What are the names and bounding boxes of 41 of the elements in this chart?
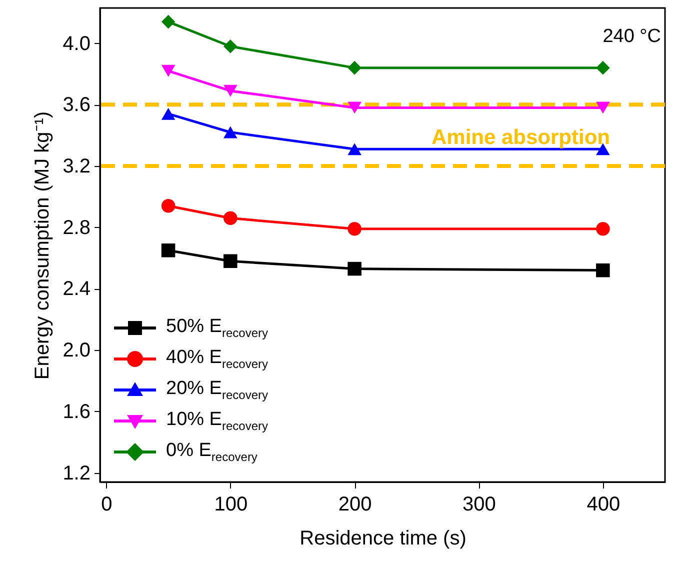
x-tick-label: 400	[586, 494, 620, 516]
point	[161, 243, 176, 258]
legend-label: 20% E$_{recovery}$	[166, 378, 268, 402]
point	[223, 211, 238, 226]
point	[596, 102, 610, 114]
point	[223, 254, 238, 268]
point	[348, 102, 362, 114]
point	[348, 262, 362, 276]
point	[223, 39, 238, 54]
y-axis-title: Energy consumption (MJ kg⁻¹)	[32, 111, 54, 380]
annotation: 240 °C	[602, 26, 661, 47]
point	[596, 222, 610, 236]
point	[223, 84, 238, 97]
y-tick-label: 4.0	[62, 32, 90, 55]
y-tick-label: 2.8	[62, 216, 90, 239]
annotation: Amine absorption	[431, 126, 610, 149]
legend-label: 50% E$_{recovery}$	[166, 316, 268, 340]
legend-label: 40% E$_{recovery}$	[166, 346, 268, 370]
point	[348, 222, 362, 236]
x-axis-title: Residence time (s)	[300, 528, 466, 550]
point	[161, 64, 176, 77]
x-tick-label: 300	[462, 494, 496, 516]
point	[596, 263, 610, 278]
point	[348, 60, 362, 75]
x-tick-label: 200	[338, 494, 372, 516]
point	[161, 199, 176, 213]
point	[161, 14, 176, 29]
y-tick-label: 3.2	[62, 156, 90, 178]
point	[161, 108, 176, 120]
y-tick-label: 2.4	[62, 278, 90, 300]
y-tick-label: 1.6	[62, 400, 90, 423]
point	[348, 143, 362, 156]
legend-label: 10% E$_{recovery}$	[166, 408, 268, 432]
y-tick-label: 2.0	[62, 340, 90, 362]
legend-label: 0% E$_{recovery}$	[166, 440, 258, 464]
y-tick-label: 3.6	[62, 94, 90, 116]
y-tick-label: 1.2	[62, 462, 90, 484]
x-tick-label: 100	[214, 494, 248, 516]
x-tick-label: 0	[101, 494, 112, 516]
point	[223, 126, 238, 138]
point	[596, 60, 610, 75]
